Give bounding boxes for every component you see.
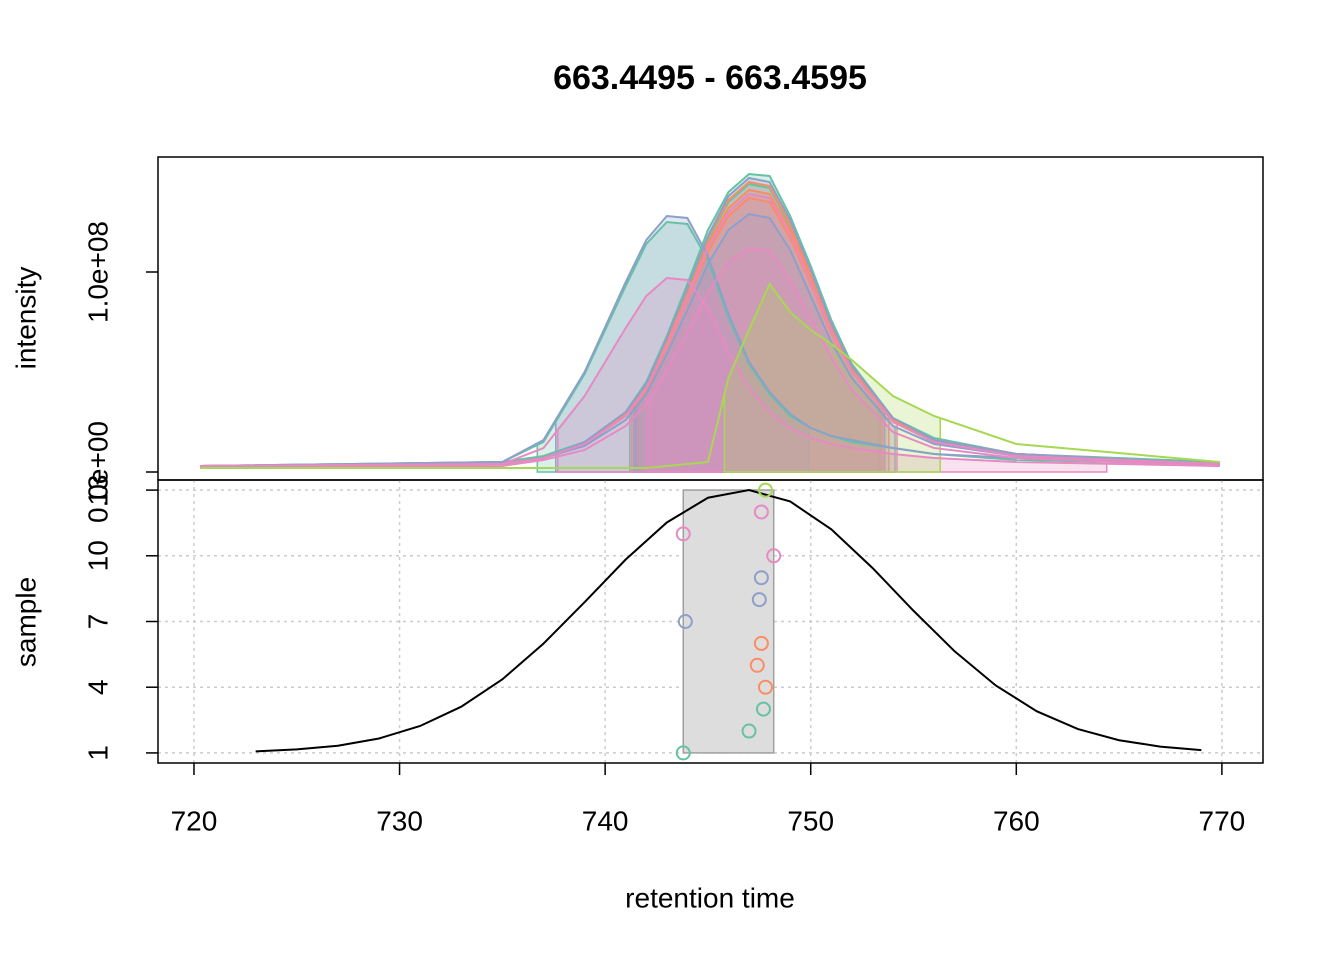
y-tick-label: 0.0e+00 bbox=[82, 421, 113, 523]
sample-point bbox=[766, 548, 782, 564]
x-tick-label: 720 bbox=[171, 805, 218, 836]
peak-band bbox=[682, 489, 775, 754]
sample-point bbox=[741, 723, 757, 739]
chromatogram-line bbox=[200, 212, 1220, 467]
density-curve bbox=[255, 489, 1202, 753]
y-tick-label: 10 bbox=[82, 540, 113, 571]
y-tick-label: 4 bbox=[82, 679, 113, 695]
y-tick-label: 1 bbox=[82, 745, 113, 761]
sample-point bbox=[675, 526, 691, 542]
chart-title: 663.4495 - 663.4595 bbox=[553, 59, 867, 97]
sample-point bbox=[751, 592, 767, 608]
x-tick-label: 740 bbox=[582, 805, 629, 836]
y-axis-label: sample bbox=[10, 577, 41, 667]
chromatogram-line bbox=[200, 246, 1220, 469]
x-tick-label: 770 bbox=[1199, 805, 1246, 836]
sample-point bbox=[753, 570, 769, 586]
sample-point bbox=[757, 679, 773, 695]
x-axis-label: retention time bbox=[625, 882, 795, 913]
y-tick-label: 1.0e+08 bbox=[82, 221, 113, 323]
plot-frame bbox=[157, 479, 1264, 764]
x-tick-label: 760 bbox=[993, 805, 1040, 836]
sample-point bbox=[675, 745, 691, 761]
chromatogram-line bbox=[200, 276, 1220, 469]
chromatogram-line bbox=[200, 176, 1220, 467]
y-tick-label: 13 bbox=[82, 474, 113, 505]
sample-point bbox=[753, 504, 769, 520]
x-tick-label: 730 bbox=[376, 805, 423, 836]
chromatogram-line bbox=[200, 192, 1220, 467]
sample-point bbox=[677, 614, 693, 629]
sample-point bbox=[757, 482, 773, 498]
sample-point bbox=[755, 701, 771, 717]
sample-point bbox=[749, 657, 765, 673]
chromatogram-line bbox=[200, 214, 1220, 467]
y-axis-label: intensity bbox=[10, 267, 41, 370]
chromatogram-line bbox=[200, 282, 1220, 469]
y-tick-label: 7 bbox=[82, 614, 113, 630]
x-tick-label: 750 bbox=[787, 805, 834, 836]
sample-point bbox=[753, 635, 769, 651]
